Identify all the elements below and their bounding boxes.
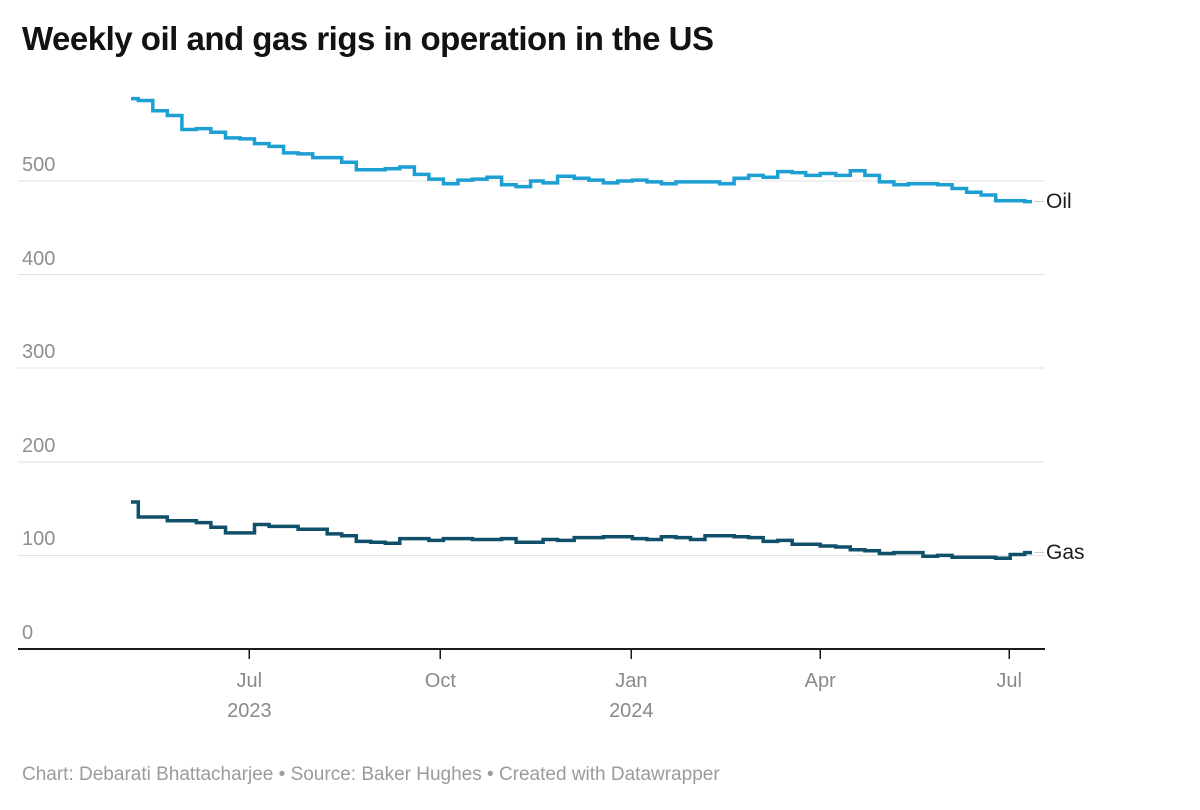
y-tick-label-400: 400 bbox=[22, 247, 56, 270]
x-tick-label-jul: Jul bbox=[236, 670, 263, 692]
chart-footer: Chart: Debarati Bhattacharjee • Source: … bbox=[22, 764, 720, 785]
series-label-gas: Gas bbox=[1046, 540, 1085, 564]
y-tick-label-300: 300 bbox=[22, 341, 56, 364]
oil-line[interactable] bbox=[131, 96, 1032, 204]
x-tick-label-apr: Apr bbox=[804, 670, 836, 692]
x-tick-year-2023: 2023 bbox=[227, 700, 272, 722]
chart-title: Weekly oil and gas rigs in operation in … bbox=[22, 20, 714, 57]
series-label-oil: Oil bbox=[1046, 189, 1072, 213]
y-tick-label-500: 500 bbox=[22, 154, 56, 176]
x-tick-label-jul: Jul bbox=[996, 670, 1022, 692]
x-tick-label-jan: Jan bbox=[615, 670, 648, 692]
x-tick-label-oct: Oct bbox=[424, 670, 456, 692]
y-tick-label-100: 100 bbox=[22, 528, 56, 551]
y-tick-label-200: 200 bbox=[22, 434, 56, 457]
x-tick-year-2024: 2024 bbox=[609, 700, 654, 722]
gas-line[interactable] bbox=[131, 500, 1032, 560]
y-tick-label-0: 0 bbox=[22, 622, 34, 644]
